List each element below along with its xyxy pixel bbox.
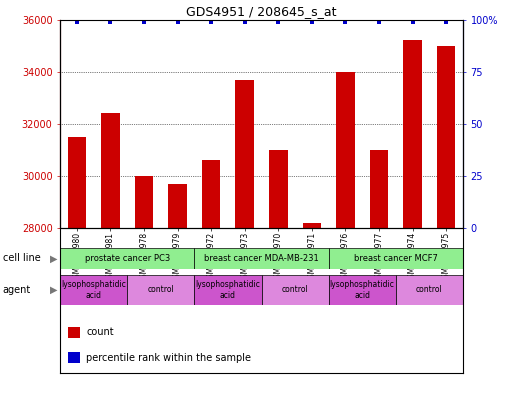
Bar	[60, 248, 195, 269]
Bar	[235, 79, 254, 228]
Title: GDS4951 / 208645_s_at: GDS4951 / 208645_s_at	[186, 6, 337, 18]
Text: ▶: ▶	[50, 253, 57, 263]
Point	[241, 18, 249, 25]
Bar	[68, 352, 81, 363]
Text: breast cancer MDA-MB-231: breast cancer MDA-MB-231	[204, 254, 319, 263]
Point	[442, 18, 450, 25]
Point	[140, 18, 148, 25]
Text: agent: agent	[3, 285, 31, 295]
Text: breast cancer MCF7: breast cancer MCF7	[354, 254, 438, 263]
Text: prostate cancer PC3: prostate cancer PC3	[85, 254, 170, 263]
Bar	[67, 137, 86, 228]
Bar	[60, 275, 127, 305]
Text: control: control	[282, 285, 309, 294]
Text: control: control	[147, 285, 174, 294]
Bar	[437, 46, 456, 228]
Text: cell line: cell line	[3, 253, 40, 263]
Bar	[135, 176, 153, 228]
Text: ▶: ▶	[50, 285, 57, 295]
Bar	[168, 184, 187, 228]
Bar	[269, 150, 288, 228]
Bar	[396, 275, 463, 305]
Text: control: control	[416, 285, 442, 294]
Point	[308, 18, 316, 25]
Bar	[328, 248, 463, 269]
Bar	[127, 275, 195, 305]
Bar	[328, 275, 396, 305]
Bar	[403, 40, 422, 228]
Point	[73, 18, 81, 25]
Text: percentile rank within the sample: percentile rank within the sample	[86, 353, 252, 363]
Text: lysophosphatidic
acid: lysophosphatidic acid	[196, 280, 260, 299]
Bar	[202, 160, 220, 228]
Point	[341, 18, 349, 25]
Bar	[195, 248, 328, 269]
Point	[375, 18, 383, 25]
Bar	[303, 223, 321, 228]
Point	[408, 18, 417, 25]
Point	[174, 18, 182, 25]
Text: count: count	[86, 327, 114, 337]
Text: lysophosphatidic
acid: lysophosphatidic acid	[61, 280, 126, 299]
Point	[106, 18, 115, 25]
Point	[207, 18, 215, 25]
Bar	[262, 275, 328, 305]
Bar	[336, 72, 355, 228]
Bar	[195, 275, 262, 305]
Bar	[68, 327, 81, 338]
Bar	[370, 150, 388, 228]
Point	[274, 18, 282, 25]
Bar	[101, 114, 120, 228]
Text: lysophosphatidic
acid: lysophosphatidic acid	[329, 280, 395, 299]
